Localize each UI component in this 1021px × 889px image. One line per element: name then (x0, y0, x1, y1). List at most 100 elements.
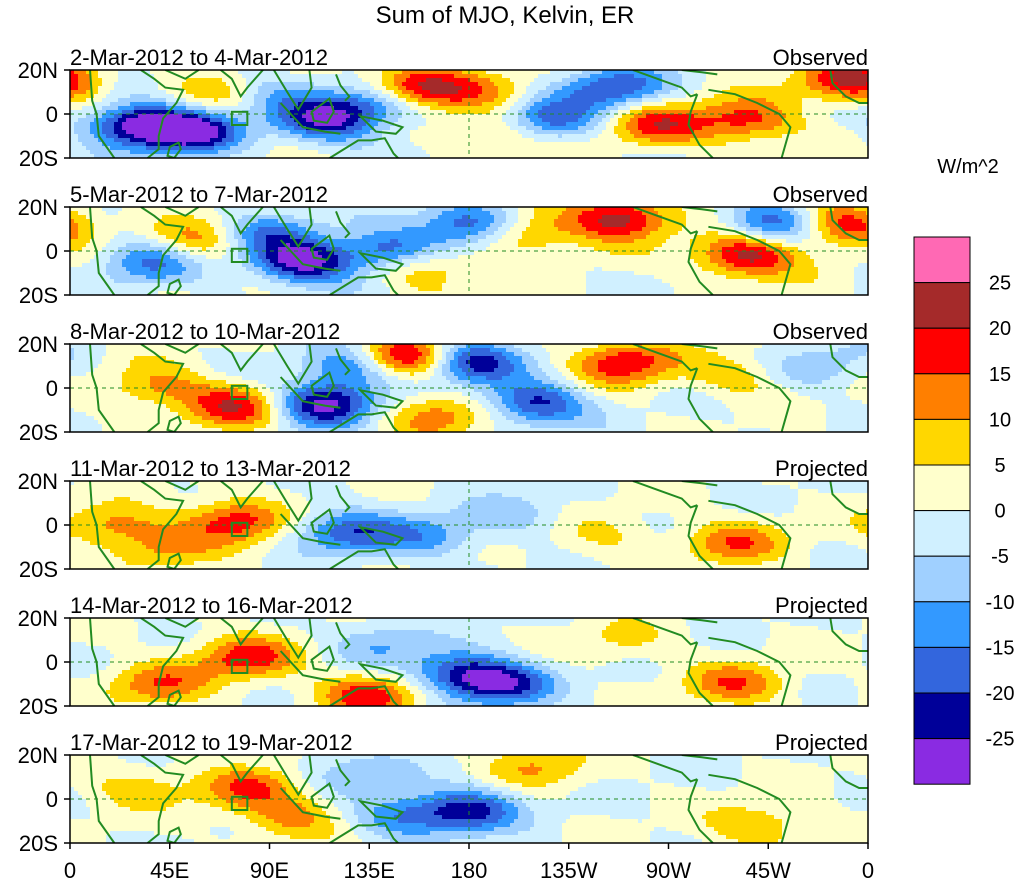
field-cell (602, 106, 607, 111)
field-cell (346, 211, 351, 216)
field-cell (410, 82, 415, 87)
field-cell (526, 138, 531, 143)
field-cell (94, 150, 99, 155)
field-cell (482, 78, 487, 83)
field-cell (646, 102, 651, 107)
field-cell (726, 207, 731, 212)
field-cell (618, 90, 623, 95)
field-cell (798, 154, 803, 158)
field-cell (306, 86, 311, 91)
field-cell (354, 130, 359, 135)
field-cell (822, 78, 827, 83)
field-cell (222, 78, 227, 83)
field-cell (374, 122, 379, 127)
field-cell (554, 70, 559, 75)
field-cell (650, 114, 655, 119)
field-cell (542, 138, 547, 143)
field-cell (818, 90, 823, 95)
field-cell (366, 154, 371, 158)
field-cell (274, 118, 279, 123)
field-cell (282, 207, 287, 212)
field-cell (642, 118, 647, 123)
field-cell (714, 154, 719, 158)
field-cell (502, 78, 507, 83)
field-cell (570, 207, 575, 212)
field-cell (682, 90, 687, 95)
field-cell (622, 207, 627, 212)
field-cell (802, 150, 807, 155)
field-cell (310, 70, 315, 75)
field-cell (302, 114, 307, 119)
field-cell (130, 211, 135, 216)
field-cell (298, 70, 303, 75)
field-cell (238, 106, 243, 111)
field-cell (718, 74, 723, 79)
field-cell (534, 74, 539, 79)
field-cell (842, 74, 847, 79)
field-cell (170, 142, 175, 147)
field-cell (706, 146, 711, 151)
field-cell (174, 82, 179, 87)
field-cell (746, 126, 751, 131)
field-cell (602, 138, 607, 143)
field-cell (590, 102, 595, 107)
field-cell (250, 142, 255, 147)
field-cell (682, 70, 687, 75)
field-cell (774, 150, 779, 155)
field-cell (458, 106, 463, 111)
field-cell (258, 118, 263, 123)
field-cell (638, 94, 643, 99)
field-cell (746, 110, 751, 115)
field-cell (626, 142, 631, 147)
field-cell (838, 106, 843, 111)
field-cell (266, 118, 271, 123)
field-cell (666, 142, 671, 147)
field-cell (190, 118, 195, 123)
field-cell (450, 215, 455, 220)
field-cell (602, 78, 607, 83)
field-cell (346, 86, 351, 91)
field-cell (334, 98, 339, 103)
field-cell (290, 150, 295, 155)
field-cell (798, 126, 803, 131)
field-cell (742, 110, 747, 115)
field-cell (318, 146, 323, 151)
field-cell (218, 207, 223, 212)
field-cell (418, 90, 423, 95)
field-cell (578, 134, 583, 139)
field-cell (138, 118, 143, 123)
field-cell (346, 82, 351, 87)
field-cell (234, 90, 239, 95)
field-cell (90, 118, 95, 123)
field-cell (634, 78, 639, 83)
field-cell (270, 122, 275, 127)
field-cell (386, 106, 391, 111)
field-cell (594, 150, 599, 155)
field-cell (782, 74, 787, 79)
field-cell (466, 110, 471, 115)
field-cell (270, 146, 275, 151)
field-cell (674, 70, 679, 75)
field-cell (414, 102, 419, 107)
field-cell (814, 126, 819, 131)
field-cell (546, 134, 551, 139)
field-cell (746, 211, 751, 216)
field-cell (758, 86, 763, 91)
coast-madagascar (166, 141, 182, 158)
field-cell (614, 74, 619, 79)
field-cell (710, 106, 715, 111)
field-cell (570, 82, 575, 87)
field-cell (566, 98, 571, 103)
field-cell (362, 86, 367, 91)
field-cell (522, 74, 527, 79)
field-cell (702, 130, 707, 135)
field-cell (838, 74, 843, 79)
field-cell (194, 150, 199, 155)
field-cell (546, 150, 551, 155)
field-cell (418, 142, 423, 147)
field-cell (650, 82, 655, 87)
field-cell (698, 94, 703, 99)
field-cell (190, 138, 195, 143)
field-cell (362, 90, 367, 95)
field-cell (830, 122, 835, 127)
